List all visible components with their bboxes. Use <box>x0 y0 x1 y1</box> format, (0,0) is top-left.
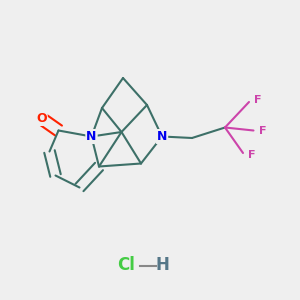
Text: N: N <box>86 130 97 143</box>
Text: F: F <box>248 150 255 161</box>
Text: F: F <box>254 94 262 105</box>
Text: N: N <box>157 130 167 143</box>
Text: F: F <box>259 125 266 136</box>
Text: Cl: Cl <box>117 256 135 274</box>
Text: O: O <box>36 112 47 125</box>
Text: H: H <box>155 256 169 274</box>
